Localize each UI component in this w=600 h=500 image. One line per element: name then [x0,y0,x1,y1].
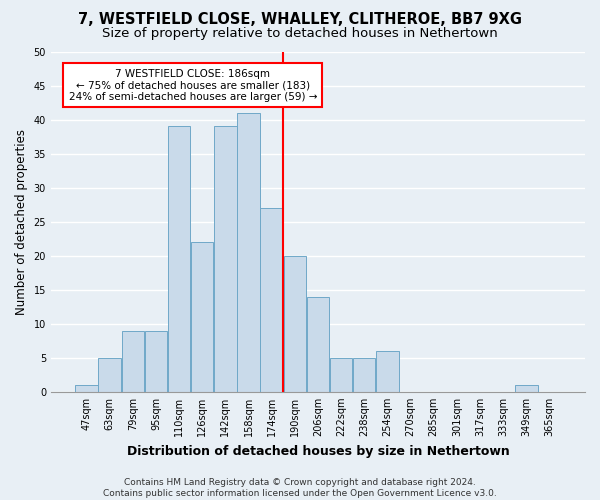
Text: Size of property relative to detached houses in Nethertown: Size of property relative to detached ho… [102,28,498,40]
Bar [237,113,260,392]
X-axis label: Distribution of detached houses by size in Nethertown: Distribution of detached houses by size … [127,444,509,458]
Bar [330,358,352,392]
Text: 7 WESTFIELD CLOSE: 186sqm
← 75% of detached houses are smaller (183)
24% of semi: 7 WESTFIELD CLOSE: 186sqm ← 75% of detac… [68,68,317,102]
Bar [122,330,144,392]
Bar [307,296,329,392]
Text: 7, WESTFIELD CLOSE, WHALLEY, CLITHEROE, BB7 9XG: 7, WESTFIELD CLOSE, WHALLEY, CLITHEROE, … [78,12,522,28]
Bar [515,385,538,392]
Bar [98,358,121,392]
Y-axis label: Number of detached properties: Number of detached properties [15,128,28,314]
Bar [376,351,398,392]
Bar [145,330,167,392]
Bar [191,242,214,392]
Bar [75,385,98,392]
Text: Contains HM Land Registry data © Crown copyright and database right 2024.
Contai: Contains HM Land Registry data © Crown c… [103,478,497,498]
Bar [353,358,376,392]
Bar [214,126,236,392]
Bar [260,208,283,392]
Bar [168,126,190,392]
Bar [284,256,306,392]
